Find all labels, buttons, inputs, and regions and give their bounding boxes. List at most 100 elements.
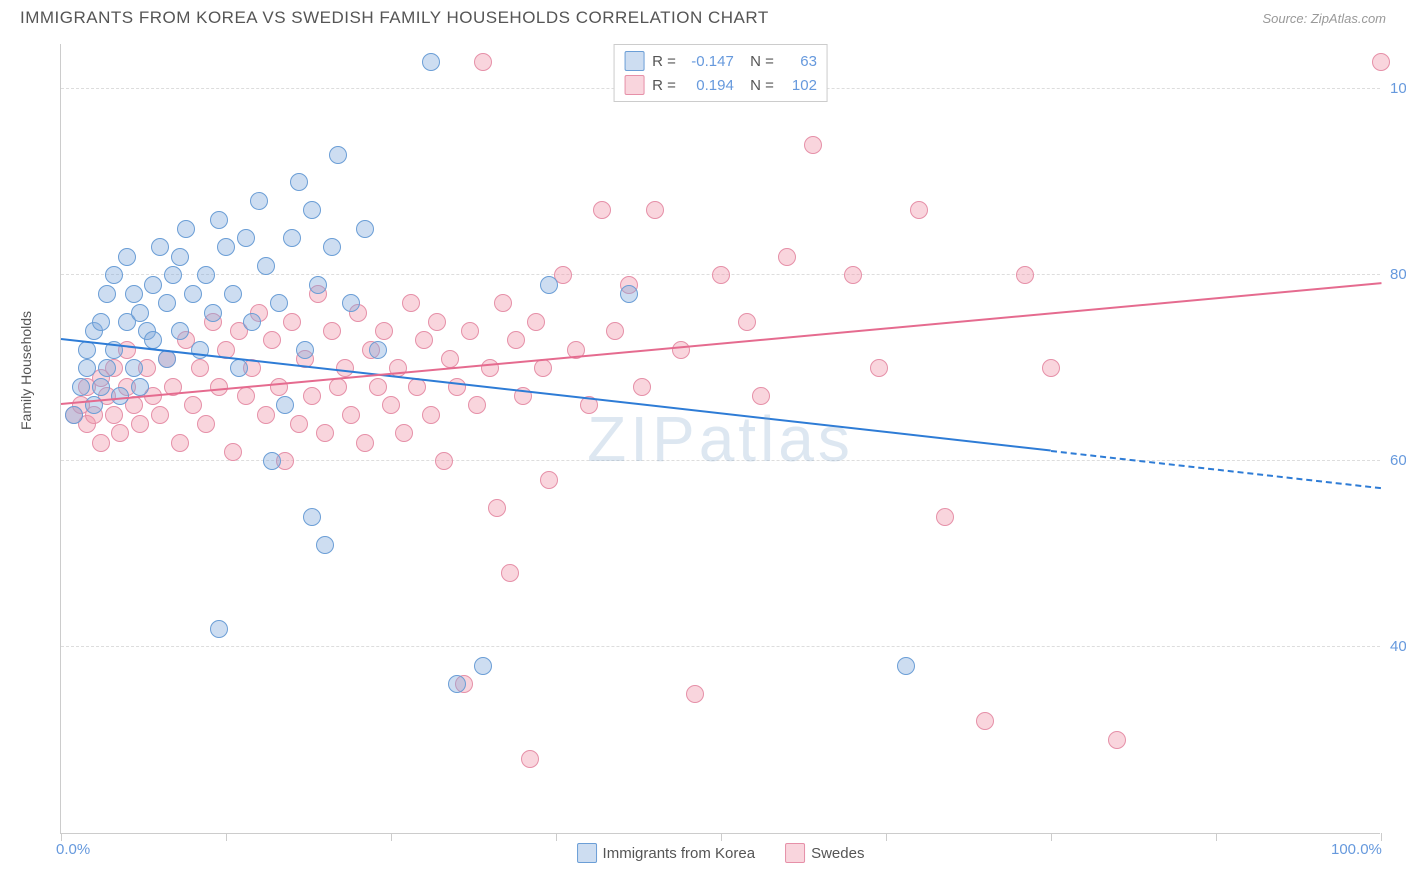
- scatter-point: [237, 387, 255, 405]
- scatter-point: [422, 53, 440, 71]
- scatter-point: [395, 424, 413, 442]
- scatter-point: [633, 378, 651, 396]
- scatter-point: [105, 266, 123, 284]
- x-tick: [1051, 833, 1052, 841]
- y-axis-label: Family Households: [18, 311, 34, 430]
- scatter-point: [283, 313, 301, 331]
- scatter-point: [243, 313, 261, 331]
- scatter-point: [646, 201, 664, 219]
- scatter-point: [270, 294, 288, 312]
- scatter-point: [672, 341, 690, 359]
- legend-n-label: N =: [742, 77, 774, 94]
- scatter-point: [296, 341, 314, 359]
- legend-n-value: 102: [782, 77, 817, 94]
- scatter-point: [474, 657, 492, 675]
- scatter-point: [171, 434, 189, 452]
- scatter-point: [356, 220, 374, 238]
- scatter-point: [204, 304, 222, 322]
- scatter-point: [342, 406, 360, 424]
- source-label: Source: ZipAtlas.com: [1262, 11, 1386, 26]
- scatter-point: [303, 201, 321, 219]
- scatter-point: [778, 248, 796, 266]
- scatter-point: [131, 415, 149, 433]
- scatter-point: [290, 173, 308, 191]
- y-tick-label: 80.0%: [1390, 266, 1406, 283]
- scatter-point: [276, 396, 294, 414]
- scatter-point: [158, 294, 176, 312]
- legend-swatch: [624, 51, 644, 71]
- scatter-point: [290, 415, 308, 433]
- scatter-point: [461, 322, 479, 340]
- x-tick: [226, 833, 227, 841]
- trend-line: [61, 283, 1381, 406]
- scatter-point: [375, 322, 393, 340]
- scatter-point: [448, 378, 466, 396]
- scatter-point: [224, 285, 242, 303]
- legend-series-label: Immigrants from Korea: [603, 845, 756, 862]
- scatter-point: [329, 146, 347, 164]
- scatter-point: [382, 396, 400, 414]
- chart-title: IMMIGRANTS FROM KOREA VS SWEDISH FAMILY …: [20, 8, 769, 28]
- scatter-point: [527, 313, 545, 331]
- scatter-point: [316, 536, 334, 554]
- scatter-point: [210, 620, 228, 638]
- scatter-point: [521, 750, 539, 768]
- scatter-point: [92, 313, 110, 331]
- scatter-point: [540, 471, 558, 489]
- scatter-point: [191, 359, 209, 377]
- scatter-point: [151, 406, 169, 424]
- scatter-point: [738, 313, 756, 331]
- legend-swatch: [624, 75, 644, 95]
- scatter-point: [620, 285, 638, 303]
- scatter-point: [171, 322, 189, 340]
- scatter-point: [606, 322, 624, 340]
- scatter-point: [118, 248, 136, 266]
- scatter-point: [356, 434, 374, 452]
- scatter-point: [125, 359, 143, 377]
- scatter-point: [184, 396, 202, 414]
- scatter-point: [870, 359, 888, 377]
- scatter-point: [936, 508, 954, 526]
- gridline: [61, 646, 1380, 647]
- x-tick: [1381, 833, 1382, 841]
- scatter-point: [428, 313, 446, 331]
- scatter-point: [217, 238, 235, 256]
- scatter-point: [402, 294, 420, 312]
- scatter-point: [1108, 731, 1126, 749]
- scatter-point: [422, 406, 440, 424]
- scatter-point: [448, 675, 466, 693]
- legend-r-value: -0.147: [684, 53, 734, 70]
- scatter-point: [1016, 266, 1034, 284]
- trend-line: [61, 338, 1051, 452]
- scatter-point: [316, 424, 334, 442]
- scatter-point: [92, 434, 110, 452]
- scatter-point: [488, 499, 506, 517]
- scatter-point: [686, 685, 704, 703]
- legend-swatch: [785, 843, 805, 863]
- scatter-point: [303, 508, 321, 526]
- scatter-point: [230, 359, 248, 377]
- scatter-point: [197, 266, 215, 284]
- x-tick: [391, 833, 392, 841]
- y-tick-label: 60.0%: [1390, 452, 1406, 469]
- scatter-point: [257, 257, 275, 275]
- legend-series-label: Swedes: [811, 845, 864, 862]
- scatter-point: [1372, 53, 1390, 71]
- scatter-point: [501, 564, 519, 582]
- scatter-point: [369, 378, 387, 396]
- scatter-point: [323, 238, 341, 256]
- scatter-point: [435, 452, 453, 470]
- scatter-point: [329, 378, 347, 396]
- scatter-point: [910, 201, 928, 219]
- scatter-point: [441, 350, 459, 368]
- scatter-point: [78, 359, 96, 377]
- chart-area: ZIPatlas R =-0.147 N =63R =0.194 N =102 …: [60, 44, 1380, 834]
- legend-row: R =-0.147 N =63: [624, 49, 817, 73]
- legend-r-label: R =: [652, 77, 676, 94]
- scatter-point: [534, 359, 552, 377]
- scatter-point: [369, 341, 387, 359]
- scatter-point: [177, 220, 195, 238]
- scatter-point: [98, 359, 116, 377]
- legend-n-value: 63: [782, 53, 817, 70]
- scatter-point: [151, 238, 169, 256]
